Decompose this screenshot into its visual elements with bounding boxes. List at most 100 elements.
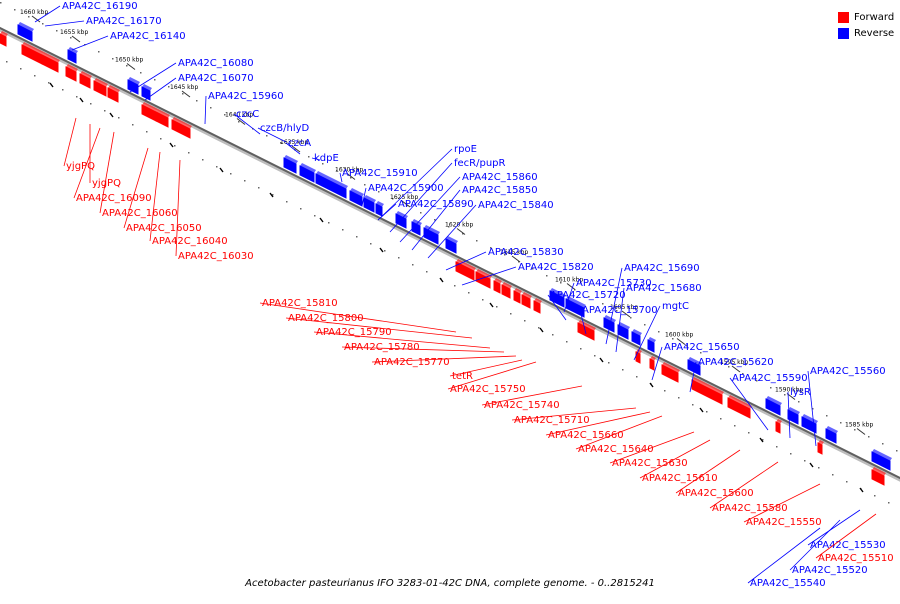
forward-gene-top [494, 278, 502, 284]
reverse-gene-top [424, 225, 440, 235]
forward-gene-top [94, 78, 108, 87]
forward-gene-top [156, 109, 170, 118]
reverse-gene-top [618, 322, 630, 330]
guide-dot [812, 408, 814, 410]
guide-dot [630, 317, 632, 319]
forward-gene-label-leader [639, 439, 711, 479]
reverse-gene-label: fecR/pupR [454, 158, 506, 169]
reverse-gene-label: APA42C_15850 [462, 185, 538, 196]
guide-dot [420, 212, 422, 214]
guide-dot [126, 65, 128, 67]
guide-dot [104, 110, 106, 112]
reverse-gene-label: APA42C_16070 [178, 73, 254, 84]
tick-label: 1620 kbp [445, 222, 473, 229]
guide-dot [28, 16, 30, 18]
tick-label: 1650 kbp [115, 57, 143, 64]
forward-gene-label-leader [371, 355, 517, 363]
feature-tick [809, 462, 814, 468]
guide-dot [798, 401, 800, 403]
forward-gene-label: APA42C_16050 [126, 223, 202, 234]
reverse-gene-label: czcA [288, 138, 311, 149]
guide-dot [454, 285, 456, 287]
reverse-gene-label-leader [233, 113, 261, 135]
guide-dot [636, 376, 638, 378]
guide-dot [118, 117, 120, 119]
tick-mark [126, 63, 136, 70]
guide-dot [384, 250, 386, 252]
guide-dot [328, 222, 330, 224]
guide-dot [364, 184, 366, 186]
forward-gene-label: APA42C_16090 [76, 193, 152, 204]
forward-gene-label-leader [313, 331, 491, 349]
tick-label: 1645 kbp [170, 84, 198, 91]
tick-label: 1625 kbp [390, 194, 418, 201]
guide-dot [644, 324, 646, 326]
reverse-gene-label: APA42C_15960 [208, 91, 284, 102]
reverse-gene-label-leader [204, 95, 207, 125]
reverse-gene-label-leader [747, 527, 821, 584]
reverse-gene-label: APA42C_15590 [732, 373, 808, 384]
forward-gene-label-leader [63, 117, 77, 167]
feature-tick [649, 382, 654, 388]
tick-label: 1660 kbp [20, 9, 48, 16]
guide-dot [616, 310, 618, 312]
guide-dot [742, 373, 744, 375]
guide-dot [594, 355, 596, 357]
guide-dot [286, 201, 288, 203]
guide-dot [266, 135, 268, 137]
forward-gene-label: yjgPQ [92, 178, 121, 189]
guide-dot [714, 359, 716, 361]
guide-dot [538, 327, 540, 329]
reverse-gene-top [128, 77, 140, 85]
guide-dot [482, 299, 484, 301]
guide-dot [216, 166, 218, 168]
legend-item-forward: Forward [838, 9, 894, 25]
forward-gene-label: yjgPQ [66, 161, 95, 172]
tick-mark [291, 145, 301, 153]
forward-gene-label: APA42C_15770 [374, 357, 450, 368]
guide-dot [728, 366, 730, 368]
guide-dot [804, 460, 806, 462]
reverse-gene-label-leader [651, 346, 663, 381]
guide-dot [168, 86, 170, 88]
guide-dot [322, 163, 324, 165]
guide-dot [602, 303, 604, 305]
forward-gene-label-leader [259, 302, 457, 333]
guide-dot [48, 82, 50, 84]
forward-gene-label: APA42C_15550 [746, 517, 822, 528]
guide-dot [462, 233, 464, 235]
forward-gene-label-leader [149, 151, 161, 242]
guide-dot [146, 131, 148, 133]
forward-gene-label: APA42C_15790 [316, 327, 392, 338]
guide-dot [154, 79, 156, 81]
forward-gene-top [578, 320, 596, 331]
forward-gene-label: APA42C_15810 [262, 298, 338, 309]
guide-dot [588, 296, 590, 298]
reverse-gene-label: APA42C_15910 [342, 168, 418, 179]
tick-label: 1600 kbp [665, 332, 693, 339]
guide-dot [20, 68, 22, 70]
reverse-gene-top [766, 396, 782, 406]
forward-gene-label: APA42C_15750 [450, 384, 526, 395]
guide-dot [566, 341, 568, 343]
guide-dot [868, 436, 870, 438]
guide-dot [504, 254, 506, 256]
guide-dot [818, 467, 820, 469]
reverse-gene-label: APA42C_16190 [62, 1, 138, 12]
reverse-gene-label: czcB/hlyD [260, 123, 310, 134]
forward-swatch [838, 11, 849, 23]
forward-gene-label: APA42C_15610 [642, 473, 718, 484]
forward-gene-top [42, 52, 60, 63]
map-caption: Acetobacter pasteurianus IFO 3283-01-42C… [245, 578, 655, 589]
guide-dot [90, 103, 92, 105]
forward-gene-top [172, 117, 192, 129]
feature-tick [79, 97, 84, 103]
feature-tick [109, 112, 114, 118]
guide-dot [112, 58, 114, 60]
reverse-gene-label-leader [129, 62, 177, 93]
guide-dot [490, 247, 492, 249]
tick-mark [621, 310, 631, 318]
reverse-gene-label-leader [71, 35, 109, 51]
tick-label: 1630 kbp [335, 167, 363, 174]
tick-mark [401, 200, 411, 208]
